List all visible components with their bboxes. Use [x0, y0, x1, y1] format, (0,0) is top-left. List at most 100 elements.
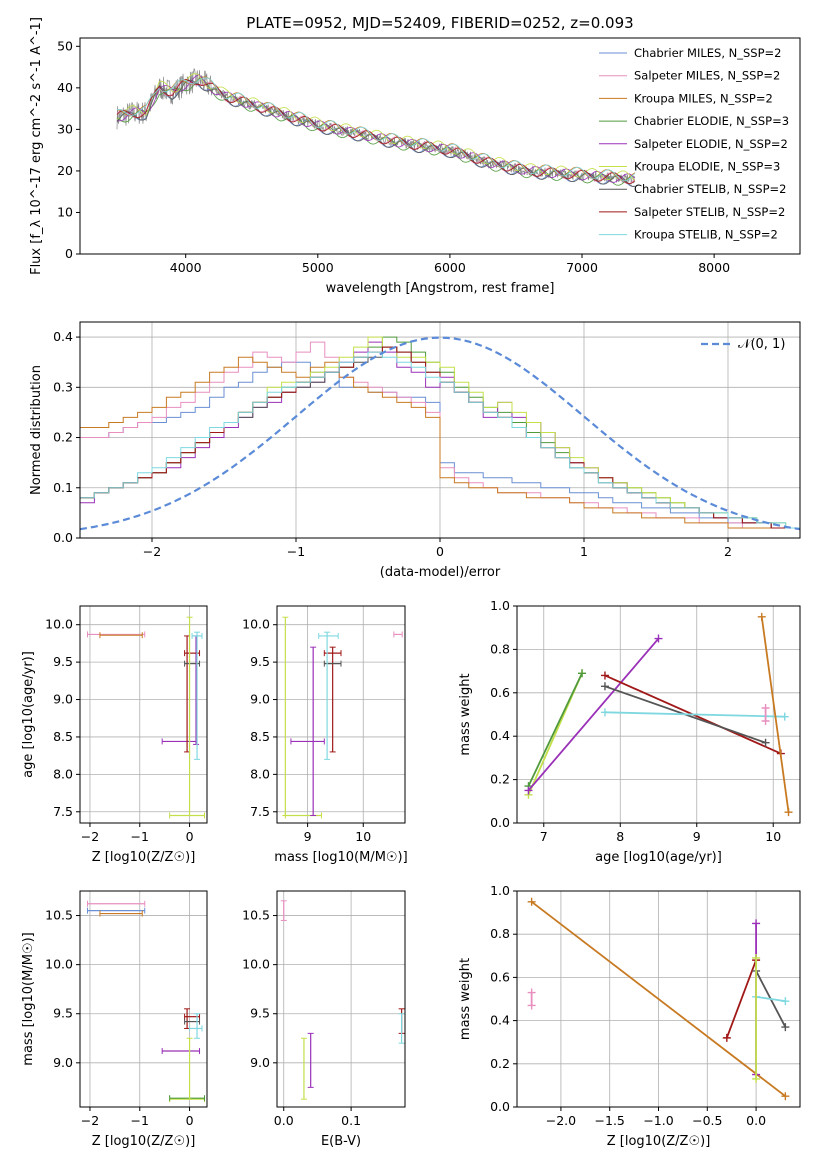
age_vs_mass-ytick-label: 8.0	[250, 766, 270, 781]
mass_vs_EBV-xlabel: E(B-V)	[321, 1134, 361, 1149]
age_vs_mass-ytick-label: 10.0	[242, 617, 270, 632]
mass_vs_Z-ytick-label: 10.5	[45, 908, 73, 923]
massweight_vs_age-xtick-label: 8	[616, 829, 624, 844]
age_vs_Z-ytick-label: 10.0	[45, 617, 73, 632]
age_vs_Z-xtick-label: 0	[186, 829, 194, 844]
mass_vs_Z-xtick-label: 0	[186, 1113, 194, 1128]
weight-line	[527, 672, 583, 787]
massweight_vs_Z-xtick-label: −1.5	[595, 1113, 625, 1128]
massweight_vs_age-xtick-label: 10	[765, 829, 781, 844]
mass_vs_Z-ytick-label: 9.5	[53, 1006, 73, 1021]
age_vs_Z-axes: −2 −1 0 7.5 8.0 8.5 9.0 9.5 10.0 Z [log10(Z/Z☉)] a…	[21, 605, 208, 865]
residuals-ytick-label: 0.0	[53, 530, 73, 545]
age_vs_Z-ytick-label: 9.0	[53, 692, 73, 707]
weight-point	[654, 634, 663, 643]
massweight_vs_age-marks	[524, 612, 793, 817]
age_vs_Z-ylabel: age [log10(age/yr)]	[21, 651, 36, 778]
residuals-legend: 𝒩(0, 1)	[701, 337, 785, 352]
spectrum-frame	[79, 37, 801, 255]
mass_vs_Z-axes: −2 −1 0 9.0 9.5 10.0 10.5 Z [log10(Z/Z☉)] mass […	[21, 890, 208, 1149]
age_vs_mass-axes: 9 10 7.5 8.0 8.5 9.0 9.5 10.0 mass [log10(M/M☉)]	[242, 605, 408, 865]
age_vs_Z-marks	[86, 616, 206, 819]
weight-point	[578, 669, 587, 678]
spectrum-ytick-label: 20	[57, 163, 73, 178]
mass_vs_Z-ytick-label: 9.0	[53, 1055, 73, 1070]
weight-line	[531, 901, 786, 1097]
weight-point	[524, 786, 533, 795]
age_vs_Z-ytick-label: 9.5	[53, 654, 73, 669]
spectrum-xtick-label: 5000	[302, 260, 334, 275]
mass_vs_EBV-ytick-label: 9.5	[250, 1006, 270, 1021]
spectrum-ytick-label: 50	[57, 38, 73, 53]
residuals-ytick-label: 0.3	[53, 379, 73, 394]
weight-point	[781, 1023, 790, 1032]
massweight_vs_age-ytick-label: 1.0	[490, 598, 510, 613]
massweight_vs_age-frame	[516, 605, 801, 824]
massweight_vs_Z-ytick-label: 0.8	[490, 926, 510, 941]
mass_vs_Z-marks	[86, 900, 206, 1103]
spectrum-ytick-label: 40	[57, 80, 73, 95]
massweight_vs_age-ytick-label: 0.0	[490, 815, 510, 830]
spectrum-xtick-label: 4000	[170, 260, 202, 275]
weight-line	[527, 637, 660, 792]
massweight_vs_age-ylabel: mass weight	[458, 673, 473, 755]
age_vs_Z-xtick-label: −2	[81, 829, 99, 844]
mass_vs_Z-xtick-label: −2	[81, 1113, 99, 1128]
age_vs_Z-ytick-label: 7.5	[53, 804, 73, 819]
residuals-xlabel: (data-model)/error	[380, 565, 501, 580]
weight-point	[600, 708, 609, 717]
residuals-ylabel: Normed distribution	[29, 365, 44, 495]
residuals-xtick-label: 1	[580, 544, 588, 559]
spectrum-ytick-label: 10	[57, 204, 73, 219]
age_vs_mass-xtick-label: 9	[304, 829, 312, 844]
legend-entry: Chabrier MILES, N_SSP=2	[634, 46, 781, 60]
age_vs_mass-ytick-label: 9.5	[250, 654, 270, 669]
massweight_vs_Z-xlabel: Z [log10(Z/Z☉)]	[607, 1134, 711, 1149]
legend-entry: Chabrier STELIB, N_SSP=2	[634, 182, 786, 196]
legend-entry: Chabrier ELODIE, N_SSP=3	[634, 114, 789, 128]
age_vs_mass-xtick-label: 10	[355, 829, 371, 844]
massweight_vs_Z-xtick-label: −1.0	[643, 1113, 673, 1128]
massweight_vs_age-ytick-label: 0.8	[490, 641, 510, 656]
mass_vs_Z-frame	[79, 890, 208, 1108]
legend-entry: Salpeter ELODIE, N_SSP=2	[634, 137, 788, 151]
spectrum-xtick-label: 8000	[698, 260, 730, 275]
residuals-ytick-label: 0.4	[53, 329, 73, 344]
age_vs_mass-ytick-label: 7.5	[250, 804, 270, 819]
massweight_vs_age-ytick-label: 0.6	[490, 685, 510, 700]
spectrum-model-line	[116, 74, 636, 183]
mass_vs_Z-ylabel: mass [log10(M/M☉)]	[21, 932, 36, 1065]
mass_vs_EBV-marks	[280, 900, 405, 1100]
mass_vs_EBV-ytick-label: 9.0	[250, 1055, 270, 1070]
weight-point	[780, 712, 789, 721]
spectrum-marks	[116, 67, 636, 188]
weight-point	[600, 671, 609, 680]
massweight_vs_Z-xtick-label: −0.5	[692, 1113, 722, 1128]
age_vs_Z-xlabel: Z [log10(Z/Z☉)]	[92, 850, 196, 865]
massweight_vs_Z-ytick-label: 0.6	[490, 969, 510, 984]
mass_vs_Z-xtick-label: −1	[131, 1113, 149, 1128]
age_vs_mass-ytick-label: 8.5	[250, 729, 270, 744]
age_vs_Z-xtick-label: −1	[131, 829, 149, 844]
gaussian-curve	[80, 336, 800, 531]
weight-point	[527, 988, 536, 997]
spectrum-model-line	[116, 78, 636, 185]
legend-entry: Salpeter MILES, N_SSP=2	[634, 69, 780, 83]
massweight_vs_Z-xtick-label: 0.0	[746, 1113, 766, 1128]
spectrum-xtick-label: 6000	[434, 260, 466, 275]
mass_vs_EBV-ytick-label: 10.0	[242, 957, 270, 972]
age_vs_Z-ytick-label: 8.0	[53, 766, 73, 781]
massweight_vs_Z-ylabel: mass weight	[458, 958, 473, 1040]
residuals-xtick-label: 2	[724, 544, 732, 559]
weight-point	[527, 1001, 536, 1010]
residual-histogram	[80, 361, 800, 529]
weight-line	[604, 711, 785, 718]
residuals-ytick-label: 0.2	[53, 430, 73, 445]
spectrum-ytick-label: 30	[57, 121, 73, 136]
mass_vs_EBV-axes: 0.0 0.1 9.0 9.5 10.0 10.5 E(B-V)	[242, 890, 406, 1149]
age_vs_Z-ytick-label: 8.5	[53, 729, 73, 744]
spectrum-ylabel: Flux [f_λ 10^-17 erg cm^-2 s^-1 A^-1]	[29, 17, 44, 275]
weight-point	[784, 808, 793, 817]
weight-point	[781, 1092, 790, 1101]
massweight_vs_Z-axes: −2.0 −1.5 −1.0 −0.5 0.0 0.0 0.2 0.4 0.6 0.8 1.0 Z […	[458, 883, 801, 1149]
